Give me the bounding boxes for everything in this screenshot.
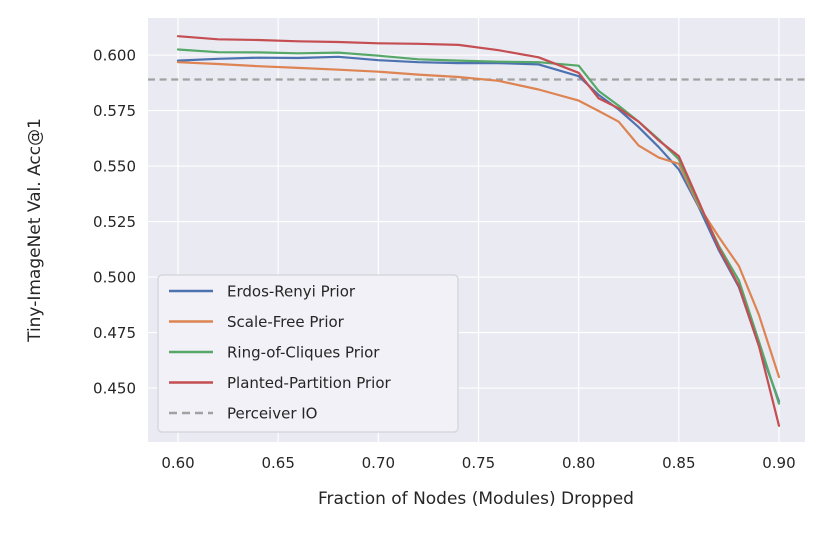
y-tick-label: 0.550	[93, 158, 136, 176]
x-tick-label: 0.85	[662, 454, 695, 472]
x-tick-label: 0.90	[762, 454, 795, 472]
series-line-erdos-renyi-prior	[176, 55, 781, 403]
x-tick-label: 0.80	[562, 454, 595, 472]
y-tick-label: 0.525	[93, 213, 136, 231]
x-tick-label: 0.60	[161, 454, 194, 472]
legend-label: Planted-Partition Prior	[227, 374, 392, 392]
y-tick-label: 0.475	[93, 324, 136, 342]
legend-label: Ring-of-Cliques Prior	[227, 344, 380, 362]
y-tick-label: 0.450	[93, 380, 136, 398]
x-tick-label: 0.65	[261, 454, 294, 472]
x-tick-label: 0.75	[462, 454, 495, 472]
series-line-planted-partition-prior	[176, 35, 781, 427]
legend-label: Erdos-Renyi Prior	[227, 283, 356, 301]
legend	[157, 274, 459, 433]
y-tick-label: 0.600	[93, 47, 136, 65]
y-tick-label: 0.575	[93, 102, 136, 120]
y-tick-label: 0.500	[93, 269, 136, 287]
legend-label: Perceiver IO	[227, 405, 318, 423]
x-axis-label: Fraction of Nodes (Modules) Dropped	[318, 489, 634, 509]
series-line-scale-free-prior	[176, 61, 781, 379]
x-tick-label: 0.70	[362, 454, 395, 472]
legend-label: Scale-Free Prior	[227, 313, 345, 331]
y-axis-label: Tiny-ImageNet Val. Acc@1	[25, 118, 45, 343]
